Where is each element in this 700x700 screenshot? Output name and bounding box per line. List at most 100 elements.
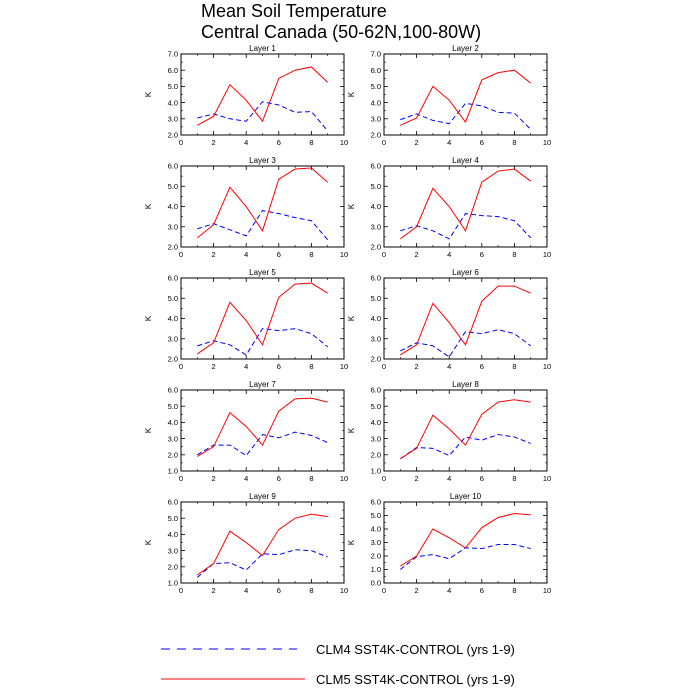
x-tick-label: 0: [179, 474, 183, 483]
panel-layer-3: Layer 3 K 0 2 4 6 8 10 2.0 3.0 4.0 5.0 6.0: [144, 156, 348, 259]
x-tick-label: 0: [382, 250, 386, 259]
y-tick-label: 6.0: [168, 274, 178, 283]
y-tick-label: 3.0: [168, 434, 178, 443]
y-tick-label: 3.0: [168, 115, 178, 124]
plot-frame: [383, 501, 548, 584]
panel-title: Layer 4: [452, 156, 479, 165]
panel-title: Layer 3: [249, 156, 276, 165]
y-tick-label: 4.0: [168, 98, 178, 107]
y-tick-label: 5.0: [371, 294, 381, 303]
x-tick-label: 4: [244, 250, 248, 259]
figure-title-line2: Central Canada (50-62N,100-80W): [201, 22, 481, 42]
legend-label-clm5: CLM5 SST4K-CONTROL (yrs 1-9): [316, 672, 515, 687]
x-tick-label: 2: [212, 474, 216, 483]
x-tick-label: 0: [382, 138, 386, 147]
panel-layer-1: Layer 1 K 0 2 4 6 8 10 2.0 3.0 4.0 5.0 6.0 7.0: [144, 44, 348, 147]
y-tick-label: 2.0: [371, 451, 381, 460]
y-tick-label: 5.0: [371, 511, 381, 520]
x-tick-label: 10: [543, 250, 551, 259]
x-tick-label: 10: [340, 474, 348, 483]
x-tick-label: 8: [309, 138, 313, 147]
y-tick-label: 5.0: [371, 182, 381, 191]
panel-layer-4: Layer 4 K 0 2 4 6 8 10 2.0 3.0 4.0 5.0 6.0: [347, 156, 551, 259]
x-tick-label: 0: [179, 250, 183, 259]
plot-frame: [383, 277, 548, 360]
panel-title: Layer 7: [249, 380, 276, 389]
plot-frame: [180, 389, 345, 472]
plot-frame: [383, 165, 548, 248]
series-line-clm5: [400, 512, 531, 567]
y-axis-label: K: [347, 91, 356, 97]
legend-label-clm4: CLM4 SST4K-CONTROL (yrs 1-9): [316, 642, 515, 657]
y-tick-label: 4.0: [168, 530, 178, 539]
x-tick-label: 10: [340, 138, 348, 147]
x-tick-label: 4: [447, 250, 451, 259]
legend: CLM4 SST4K-CONTROL (yrs 1-9) CLM5 SST4K-…: [161, 642, 515, 687]
x-tick-label: 4: [447, 362, 451, 371]
panel-title: Layer 10: [450, 492, 482, 501]
y-tick-label: 4.0: [168, 314, 178, 323]
series-line-clm5: [400, 168, 531, 240]
x-tick-label: 10: [340, 586, 348, 595]
series-line-clm4: [197, 431, 328, 457]
x-tick-label: 6: [480, 586, 484, 595]
x-tick-label: 6: [480, 138, 484, 147]
y-tick-label: 3.0: [168, 546, 178, 555]
y-tick-label: 5.0: [371, 82, 381, 91]
y-tick-label: 4.0: [371, 98, 381, 107]
x-tick-label: 6: [277, 250, 281, 259]
series-line-clm4: [197, 328, 329, 356]
x-tick-label: 6: [480, 250, 484, 259]
y-tick-label: 6.0: [371, 386, 381, 395]
y-tick-label: 3.0: [371, 538, 381, 547]
y-tick-label: 7.0: [371, 50, 381, 59]
y-axis-label: K: [144, 427, 153, 433]
y-axis-label: K: [347, 203, 356, 209]
figure-title-line1: Mean Soil Temperature: [201, 1, 387, 21]
y-tick-label: 6.0: [371, 66, 381, 75]
panel-layer-10: Layer 10 K 0 2 4 6 8 10 0.0 1.0 2.0 3.0 4.0 5.0 6.0: [347, 492, 551, 595]
y-tick-label: 4.0: [168, 202, 178, 211]
y-tick-label: 2.0: [371, 552, 381, 561]
y-tick-label: 7.0: [168, 50, 178, 59]
x-tick-label: 6: [277, 586, 281, 595]
panel-layer-7: Layer 7 K 0 2 4 6 8 10 1.0 2.0 3.0 4.0 5.0 6.0: [144, 380, 348, 483]
x-tick-label: 8: [309, 586, 313, 595]
x-tick-label: 8: [512, 250, 516, 259]
y-tick-label: 2.0: [168, 131, 178, 140]
y-tick-label: 3.0: [371, 115, 381, 124]
x-tick-label: 0: [179, 138, 183, 147]
plot-frame: [180, 165, 345, 248]
plot-frame: [383, 53, 548, 136]
plot-frame: [383, 389, 548, 472]
panel-layer-8: Layer 8 K 0 2 4 6 8 10 1.0 2.0 3.0 4.0 5.0 6.0: [347, 380, 551, 483]
series-line-clm5: [197, 66, 329, 126]
x-tick-label: 6: [480, 362, 484, 371]
y-tick-label: 6.0: [168, 498, 178, 507]
series-line-clm5: [197, 397, 328, 457]
y-axis-label: K: [347, 539, 356, 545]
series-line-clm4: [197, 209, 329, 241]
x-tick-label: 2: [415, 250, 419, 259]
y-tick-label: 0.0: [371, 579, 381, 588]
y-tick-label: 1.0: [371, 565, 381, 574]
y-tick-label: 2.0: [168, 355, 178, 364]
x-tick-label: 0: [382, 586, 386, 595]
y-tick-label: 2.0: [371, 355, 381, 364]
x-tick-label: 8: [512, 474, 516, 483]
y-tick-label: 4.0: [371, 525, 381, 534]
panel-title: Layer 8: [452, 380, 479, 389]
x-tick-label: 8: [512, 362, 516, 371]
series-line-clm5: [196, 167, 329, 239]
plot-frame: [180, 277, 345, 360]
x-tick-label: 4: [447, 474, 451, 483]
series-line-clm4: [400, 102, 532, 130]
panel-title: Layer 6: [452, 268, 479, 277]
y-tick-label: 2.0: [168, 451, 178, 460]
panel-layer-9: Layer 9 K 0 2 4 6 8 10 1.0 2.0 3.0 4.0 5.0 6.0: [144, 492, 348, 595]
series-line-clm4: [400, 329, 531, 358]
x-tick-label: 4: [447, 138, 451, 147]
y-tick-label: 5.0: [168, 82, 178, 91]
x-tick-label: 6: [277, 138, 281, 147]
y-tick-label: 3.0: [371, 334, 381, 343]
